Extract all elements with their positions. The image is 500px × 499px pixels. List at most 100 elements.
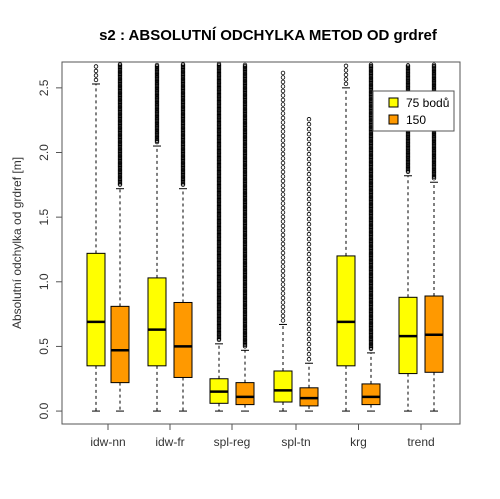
outlier-point (180, 78, 186, 84)
outlier-point (431, 145, 437, 150)
outlier-point (242, 120, 248, 125)
box-iqr (147, 277, 167, 367)
outlier-point (368, 129, 374, 135)
outlier-point (216, 284, 222, 289)
outlier-point (117, 76, 123, 81)
outlier-point (180, 99, 186, 105)
outlier-point (117, 120, 123, 126)
outlier-point (368, 86, 374, 91)
outlier-point (368, 322, 374, 328)
outlier-point (242, 334, 248, 339)
outlier-point (180, 69, 186, 74)
outlier-point (405, 140, 411, 145)
outlier-point (242, 300, 248, 306)
outlier-point (117, 127, 123, 133)
outlier-point (280, 151, 286, 157)
outlier-point (216, 71, 222, 77)
outlier-point (216, 179, 222, 184)
outlier-point (117, 171, 123, 176)
outlier-point (216, 276, 222, 281)
outlier-point (306, 207, 312, 212)
outlier-point (431, 173, 437, 178)
outlier-point (242, 100, 248, 105)
outlier-point (368, 248, 374, 254)
outlier-point (368, 161, 374, 167)
outlier-point (405, 149, 411, 155)
outlier-point (216, 63, 222, 68)
outlier-point (368, 150, 374, 156)
outlier-point (242, 141, 248, 146)
outlier-point (154, 121, 160, 127)
outlier-point (431, 167, 437, 173)
outlier-point (216, 101, 222, 106)
outlier-point (368, 299, 374, 304)
outlier-point (180, 115, 186, 120)
outlier-point (117, 73, 123, 78)
outlier-point (431, 157, 437, 163)
outlier-point (216, 147, 222, 152)
outlier-point (368, 66, 374, 72)
outlier-point (154, 109, 160, 114)
outlier-point (117, 104, 123, 109)
outlier-point (280, 183, 286, 188)
outlier-point (242, 248, 248, 254)
outlier-point (242, 125, 248, 131)
outlier-point (117, 109, 123, 115)
outlier-point (306, 352, 312, 357)
outlier-point (216, 306, 222, 312)
outlier-point (242, 269, 248, 275)
outlier-point (180, 130, 186, 136)
outlier-point (368, 342, 374, 347)
y-tick-label-2: 1.0 (37, 273, 51, 290)
outlier-point (368, 210, 374, 216)
outlier-point (280, 102, 286, 107)
outlier-point (242, 187, 248, 192)
outlier-point (180, 134, 186, 140)
outlier-point (242, 325, 248, 331)
outlier-point (368, 286, 374, 291)
outlier-point (405, 137, 411, 142)
outlier-point (368, 307, 374, 312)
outlier-point (368, 220, 374, 226)
outlier-point (405, 78, 411, 83)
outlier-point (242, 317, 248, 322)
outlier-point (216, 145, 222, 151)
outlier-point (306, 307, 312, 312)
outlier-point (242, 159, 248, 164)
outlier-point (242, 223, 248, 229)
outlier-point (216, 80, 222, 85)
outlier-point (216, 196, 222, 201)
outlier-point (93, 77, 99, 83)
outlier-point (216, 222, 222, 228)
outlier-point (242, 138, 248, 143)
outlier-point (306, 342, 312, 347)
outlier-point (368, 164, 374, 170)
outlier-point (117, 143, 123, 148)
outlier-point (368, 174, 374, 179)
outlier-point (431, 131, 437, 136)
outlier-point (368, 182, 374, 188)
outlier-point (405, 138, 411, 144)
outlier-point (117, 174, 123, 179)
outlier-point (306, 192, 312, 197)
outlier-point (368, 208, 374, 213)
outlier-point (216, 168, 222, 173)
outlier-point (117, 113, 123, 119)
outlier-point (216, 105, 222, 110)
outlier-point (343, 81, 349, 87)
outlier-point (368, 68, 374, 73)
outlier-point (117, 161, 123, 166)
outlier-point (242, 314, 248, 320)
outlier-point (180, 153, 186, 158)
outlier-point (242, 173, 248, 178)
outlier-point (242, 152, 248, 157)
outlier-point (216, 186, 222, 191)
outlier-point (216, 133, 222, 138)
outlier-point (242, 64, 248, 69)
outlier-point (280, 84, 286, 89)
outlier-point (242, 285, 248, 290)
outlier-point (180, 113, 186, 119)
outlier-point (242, 281, 248, 286)
outlier-point (368, 63, 374, 69)
outlier-point (242, 87, 248, 93)
